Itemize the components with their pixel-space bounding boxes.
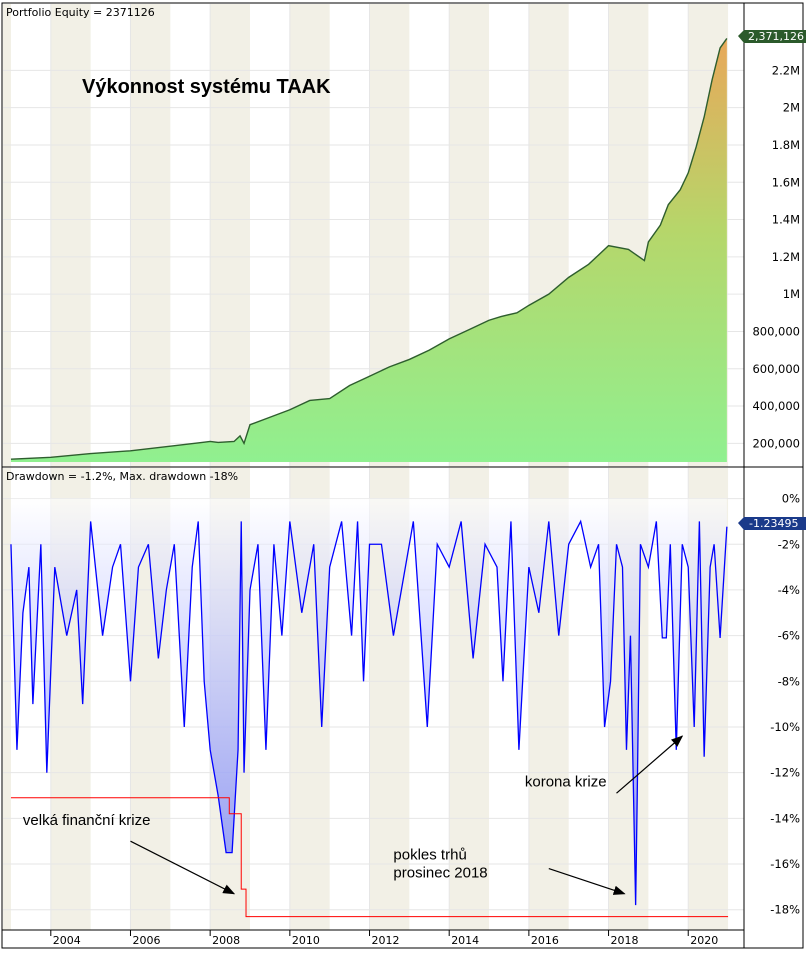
drawdown-header: Drawdown = -1.2%, Max. drawdown -18% <box>6 470 238 483</box>
equity-y-tick-label: 1M <box>783 287 800 301</box>
x-tick-label: 2014 <box>451 934 479 947</box>
x-tick-label: 2020 <box>690 934 718 947</box>
x-tick-label: 2018 <box>611 934 639 947</box>
annotation-label: prosinec 2018 <box>393 865 487 882</box>
drawdown-y-tick-label: -6% <box>778 629 800 643</box>
equity-last-value: 2,371,126 <box>748 30 804 43</box>
annotation-arrow <box>616 735 684 794</box>
equity-y-tick-label: 1.2M <box>772 250 800 264</box>
equity-y-tick-label: 1.8M <box>772 138 800 152</box>
x-tick-label: 2010 <box>292 934 320 947</box>
year-band <box>3 4 11 467</box>
drawdown-y-tick-label: 0% <box>782 492 800 506</box>
drawdown-y-tick-label: -8% <box>778 674 800 688</box>
equity-y-tick-label: 1.4M <box>772 213 800 227</box>
year-band <box>3 468 11 930</box>
drawdown-y-tick-label: -14% <box>770 811 800 825</box>
equity-y-axis: 200,000 400,000 600,000 800,000 1M 1.2M 1.4M 1.… <box>752 63 800 450</box>
drawdown-y-tick-label: -12% <box>770 766 800 780</box>
equity-series <box>10 38 728 463</box>
drawdown-line <box>10 519 728 906</box>
equity-y-tick-label: 1.6M <box>772 175 800 189</box>
drawdown-y-axis: 0% -2% -4% -6% -8% -10% -12% -14% -16% -18% <box>770 492 800 917</box>
drawdown-y-tick-label: -18% <box>770 903 800 917</box>
year-band <box>130 4 171 467</box>
x-axis: 2004 2006 2008 2010 2012 2014 2016 2018 2020 <box>50 930 718 947</box>
year-band <box>210 4 250 467</box>
equity-header: Portfolio Equity = 2371126 <box>6 6 155 19</box>
max-drawdown-line <box>10 797 729 918</box>
x-tick-label: 2016 <box>531 934 559 947</box>
equity-y-tick-label: 2M <box>783 101 800 115</box>
x-tick-label: 2006 <box>132 934 160 947</box>
chart-title: Výkonnost systému TAAK <box>82 76 331 98</box>
equity-y-tick-label: 600,000 <box>752 362 800 376</box>
drawdown-y-tick-label: -2% <box>778 537 800 551</box>
drawdown-y-tick-label: -16% <box>770 857 800 871</box>
equity-y-tick-label: 200,000 <box>752 436 800 450</box>
equity-last-value-tag: 2,371,126 <box>738 30 806 43</box>
x-tick-label: 2012 <box>372 934 400 947</box>
annotation-label: korona krize <box>525 773 607 790</box>
annotation-arrow <box>548 868 626 895</box>
drawdown-y-tick-label: -4% <box>778 583 800 597</box>
drawdown-y-tick-label: -10% <box>770 720 800 734</box>
drawdown-last-value-tag: -1.23495 <box>738 517 806 530</box>
equity-area <box>10 38 727 463</box>
max-drawdown-step <box>10 797 729 918</box>
equity-y-tick-label: 800,000 <box>752 324 800 338</box>
drawdown-series <box>10 498 728 906</box>
equity-y-tick-label: 2.2M <box>772 63 800 77</box>
annotations: velká finanční krize pokles trhů prosinec … <box>23 735 684 895</box>
equity-y-tick-label: 400,000 <box>752 399 800 413</box>
annotation-arrow <box>130 840 236 895</box>
year-band <box>289 4 330 467</box>
annotation-label: pokles trhů <box>393 846 466 863</box>
x-tick-label: 2004 <box>53 934 81 947</box>
drawdown-last-value: -1.23495 <box>749 517 798 530</box>
x-tick-label: 2008 <box>212 934 240 947</box>
year-band <box>50 4 91 467</box>
annotation-label: velká finanční krize <box>23 812 151 829</box>
equity-line <box>10 38 728 460</box>
